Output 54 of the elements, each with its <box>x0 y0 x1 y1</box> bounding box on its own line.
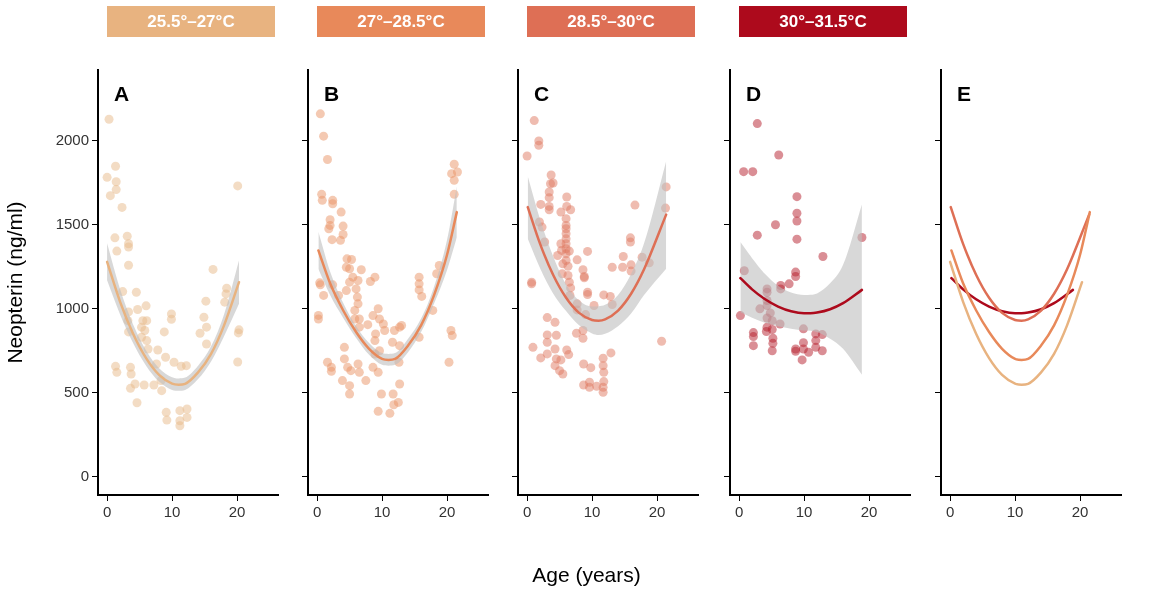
y-tick-label: 1500 <box>55 214 89 232</box>
y-tick-label: 2000 <box>55 130 89 148</box>
x-tick-label: 10 <box>1006 503 1024 521</box>
y-tick-label: 1000 <box>55 298 89 316</box>
x-tick-label: 0 <box>734 503 744 521</box>
point <box>792 208 802 218</box>
text: C <box>534 81 550 105</box>
point <box>735 311 745 321</box>
point <box>791 271 801 281</box>
x-tick-label: 0 <box>102 503 112 521</box>
point <box>752 230 762 240</box>
x-tick-label: 20 <box>860 503 878 521</box>
x-tick-label: 20 <box>648 503 666 521</box>
point <box>770 220 780 230</box>
point <box>817 346 827 356</box>
point <box>792 192 802 202</box>
text: E <box>957 81 972 105</box>
text: B <box>324 81 340 105</box>
point <box>761 327 771 337</box>
x-tick-label: 10 <box>373 503 391 521</box>
point <box>784 279 794 289</box>
point <box>792 234 802 244</box>
point <box>804 347 814 357</box>
x-tick-label: 10 <box>583 503 601 521</box>
point <box>797 355 807 365</box>
x-tick-label: 20 <box>228 503 246 521</box>
point <box>748 332 758 342</box>
point <box>774 150 784 160</box>
y-tick-label: 0 <box>80 466 89 484</box>
x-tick-label: 0 <box>522 503 532 521</box>
chart-subtitle: 28.5°–30°C <box>527 6 695 37</box>
point <box>767 346 777 356</box>
y-axis-title: Neopterin (ng/ml) <box>3 201 27 364</box>
point <box>748 341 758 351</box>
text: A <box>114 81 130 105</box>
text: D <box>746 81 762 105</box>
y-tick-label: 500 <box>63 382 89 400</box>
chart-subtitle: 30°–31.5°C <box>739 6 907 37</box>
x-tick-label: 20 <box>438 503 456 521</box>
point <box>748 167 758 177</box>
line-series <box>105 260 241 386</box>
point <box>818 251 828 261</box>
chart-subtitle: 25.5°–27°C <box>107 6 275 37</box>
x-tick-label: 10 <box>795 503 813 521</box>
x-tick-label: 0 <box>945 503 955 521</box>
x-tick-label: 10 <box>163 503 181 521</box>
point <box>792 216 802 226</box>
x-tick-label: 0 <box>312 503 322 521</box>
chart-subtitle: 27°–28.5°C <box>317 6 485 37</box>
x-tick-label: 20 <box>1071 503 1089 521</box>
x-axis-title: Age (years) <box>531 563 642 587</box>
point <box>739 167 749 177</box>
point <box>752 119 762 129</box>
point <box>811 342 821 352</box>
